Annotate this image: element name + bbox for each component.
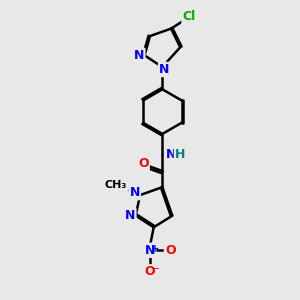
Text: N: N [130, 186, 140, 199]
Text: N: N [166, 148, 176, 161]
Text: N: N [145, 244, 155, 257]
Text: CH₃: CH₃ [105, 180, 127, 190]
Text: N: N [159, 63, 170, 76]
Text: O: O [145, 266, 155, 278]
Text: +: + [152, 244, 160, 254]
Text: H: H [175, 148, 185, 161]
Text: Cl: Cl [182, 11, 196, 23]
Text: O: O [165, 244, 175, 257]
Text: ⁻: ⁻ [152, 266, 159, 278]
Text: O: O [138, 157, 148, 170]
Text: N: N [134, 49, 144, 62]
Text: N: N [125, 209, 135, 222]
